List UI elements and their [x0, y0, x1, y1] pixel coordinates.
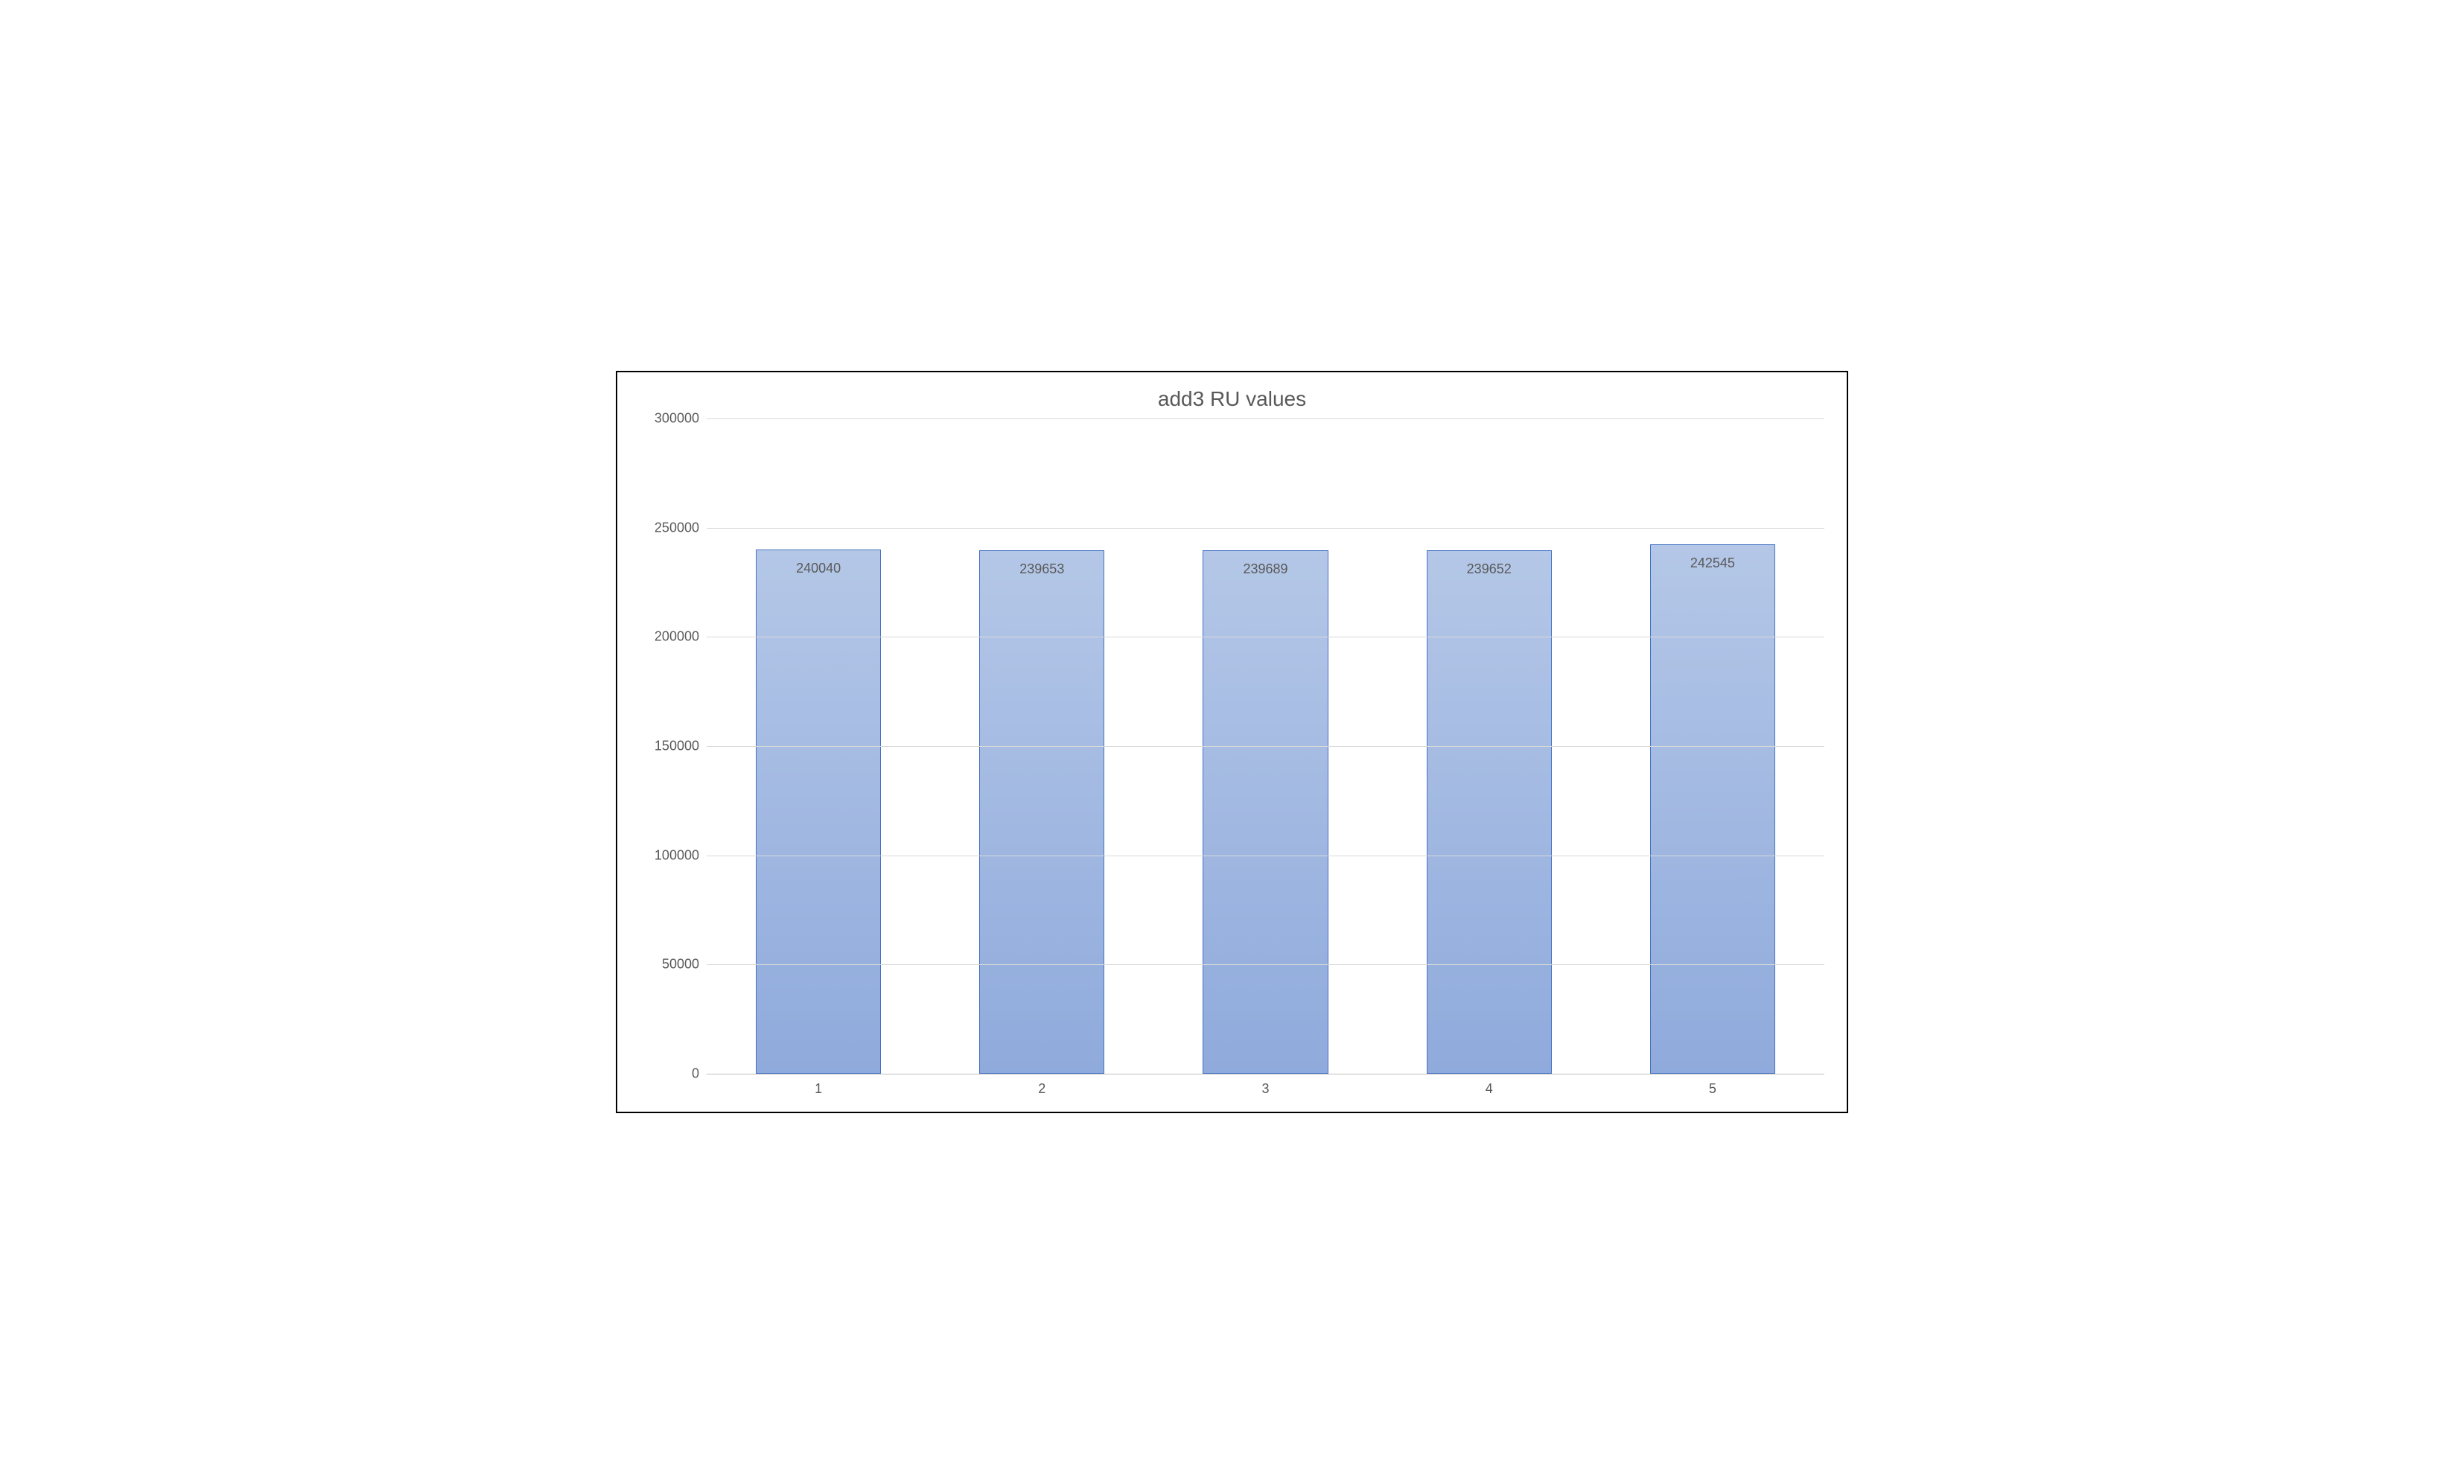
plot-region: 240040 239653 239689 239652 242545	[707, 418, 1824, 1074]
bar: 239652	[1427, 550, 1552, 1074]
bar-value-label: 240040	[757, 561, 880, 576]
bar-value-label: 239689	[1203, 561, 1327, 577]
y-tick-label: 100000	[655, 847, 699, 863]
plot-area: 050000100000150000200000250000300000 240…	[640, 418, 1824, 1074]
bar: 242545	[1650, 544, 1775, 1074]
bar: 240040	[756, 550, 881, 1074]
y-tick-label: 150000	[655, 739, 699, 754]
gridline	[707, 746, 1824, 747]
y-tick-label: 300000	[655, 411, 699, 427]
y-tick-label: 50000	[662, 957, 699, 972]
x-tick-label: 3	[1153, 1081, 1377, 1097]
bar-value-label: 242545	[1651, 555, 1774, 571]
bar-value-label: 239652	[1427, 561, 1551, 577]
y-axis: 050000100000150000200000250000300000	[640, 418, 707, 1074]
x-axis: 12345	[707, 1081, 1824, 1097]
bar: 239653	[979, 550, 1104, 1074]
x-tick-label: 1	[707, 1081, 930, 1097]
x-tick-label: 5	[1601, 1081, 1824, 1097]
x-tick-label: 2	[930, 1081, 1153, 1097]
y-tick-label: 0	[692, 1066, 699, 1082]
chart-container: add3 RU values 0 50000 100000 150000 200000 2…	[616, 371, 1848, 1113]
chart-title: add3 RU values	[640, 387, 1824, 411]
gridline	[707, 528, 1824, 529]
y-tick-label: 250000	[655, 520, 699, 535]
x-tick-label: 4	[1378, 1081, 1601, 1097]
bar: 239689	[1203, 550, 1328, 1074]
bar-value-label: 239653	[980, 561, 1104, 577]
y-tick-label: 200000	[655, 629, 699, 645]
gridline	[707, 964, 1824, 965]
gridline	[707, 418, 1824, 419]
